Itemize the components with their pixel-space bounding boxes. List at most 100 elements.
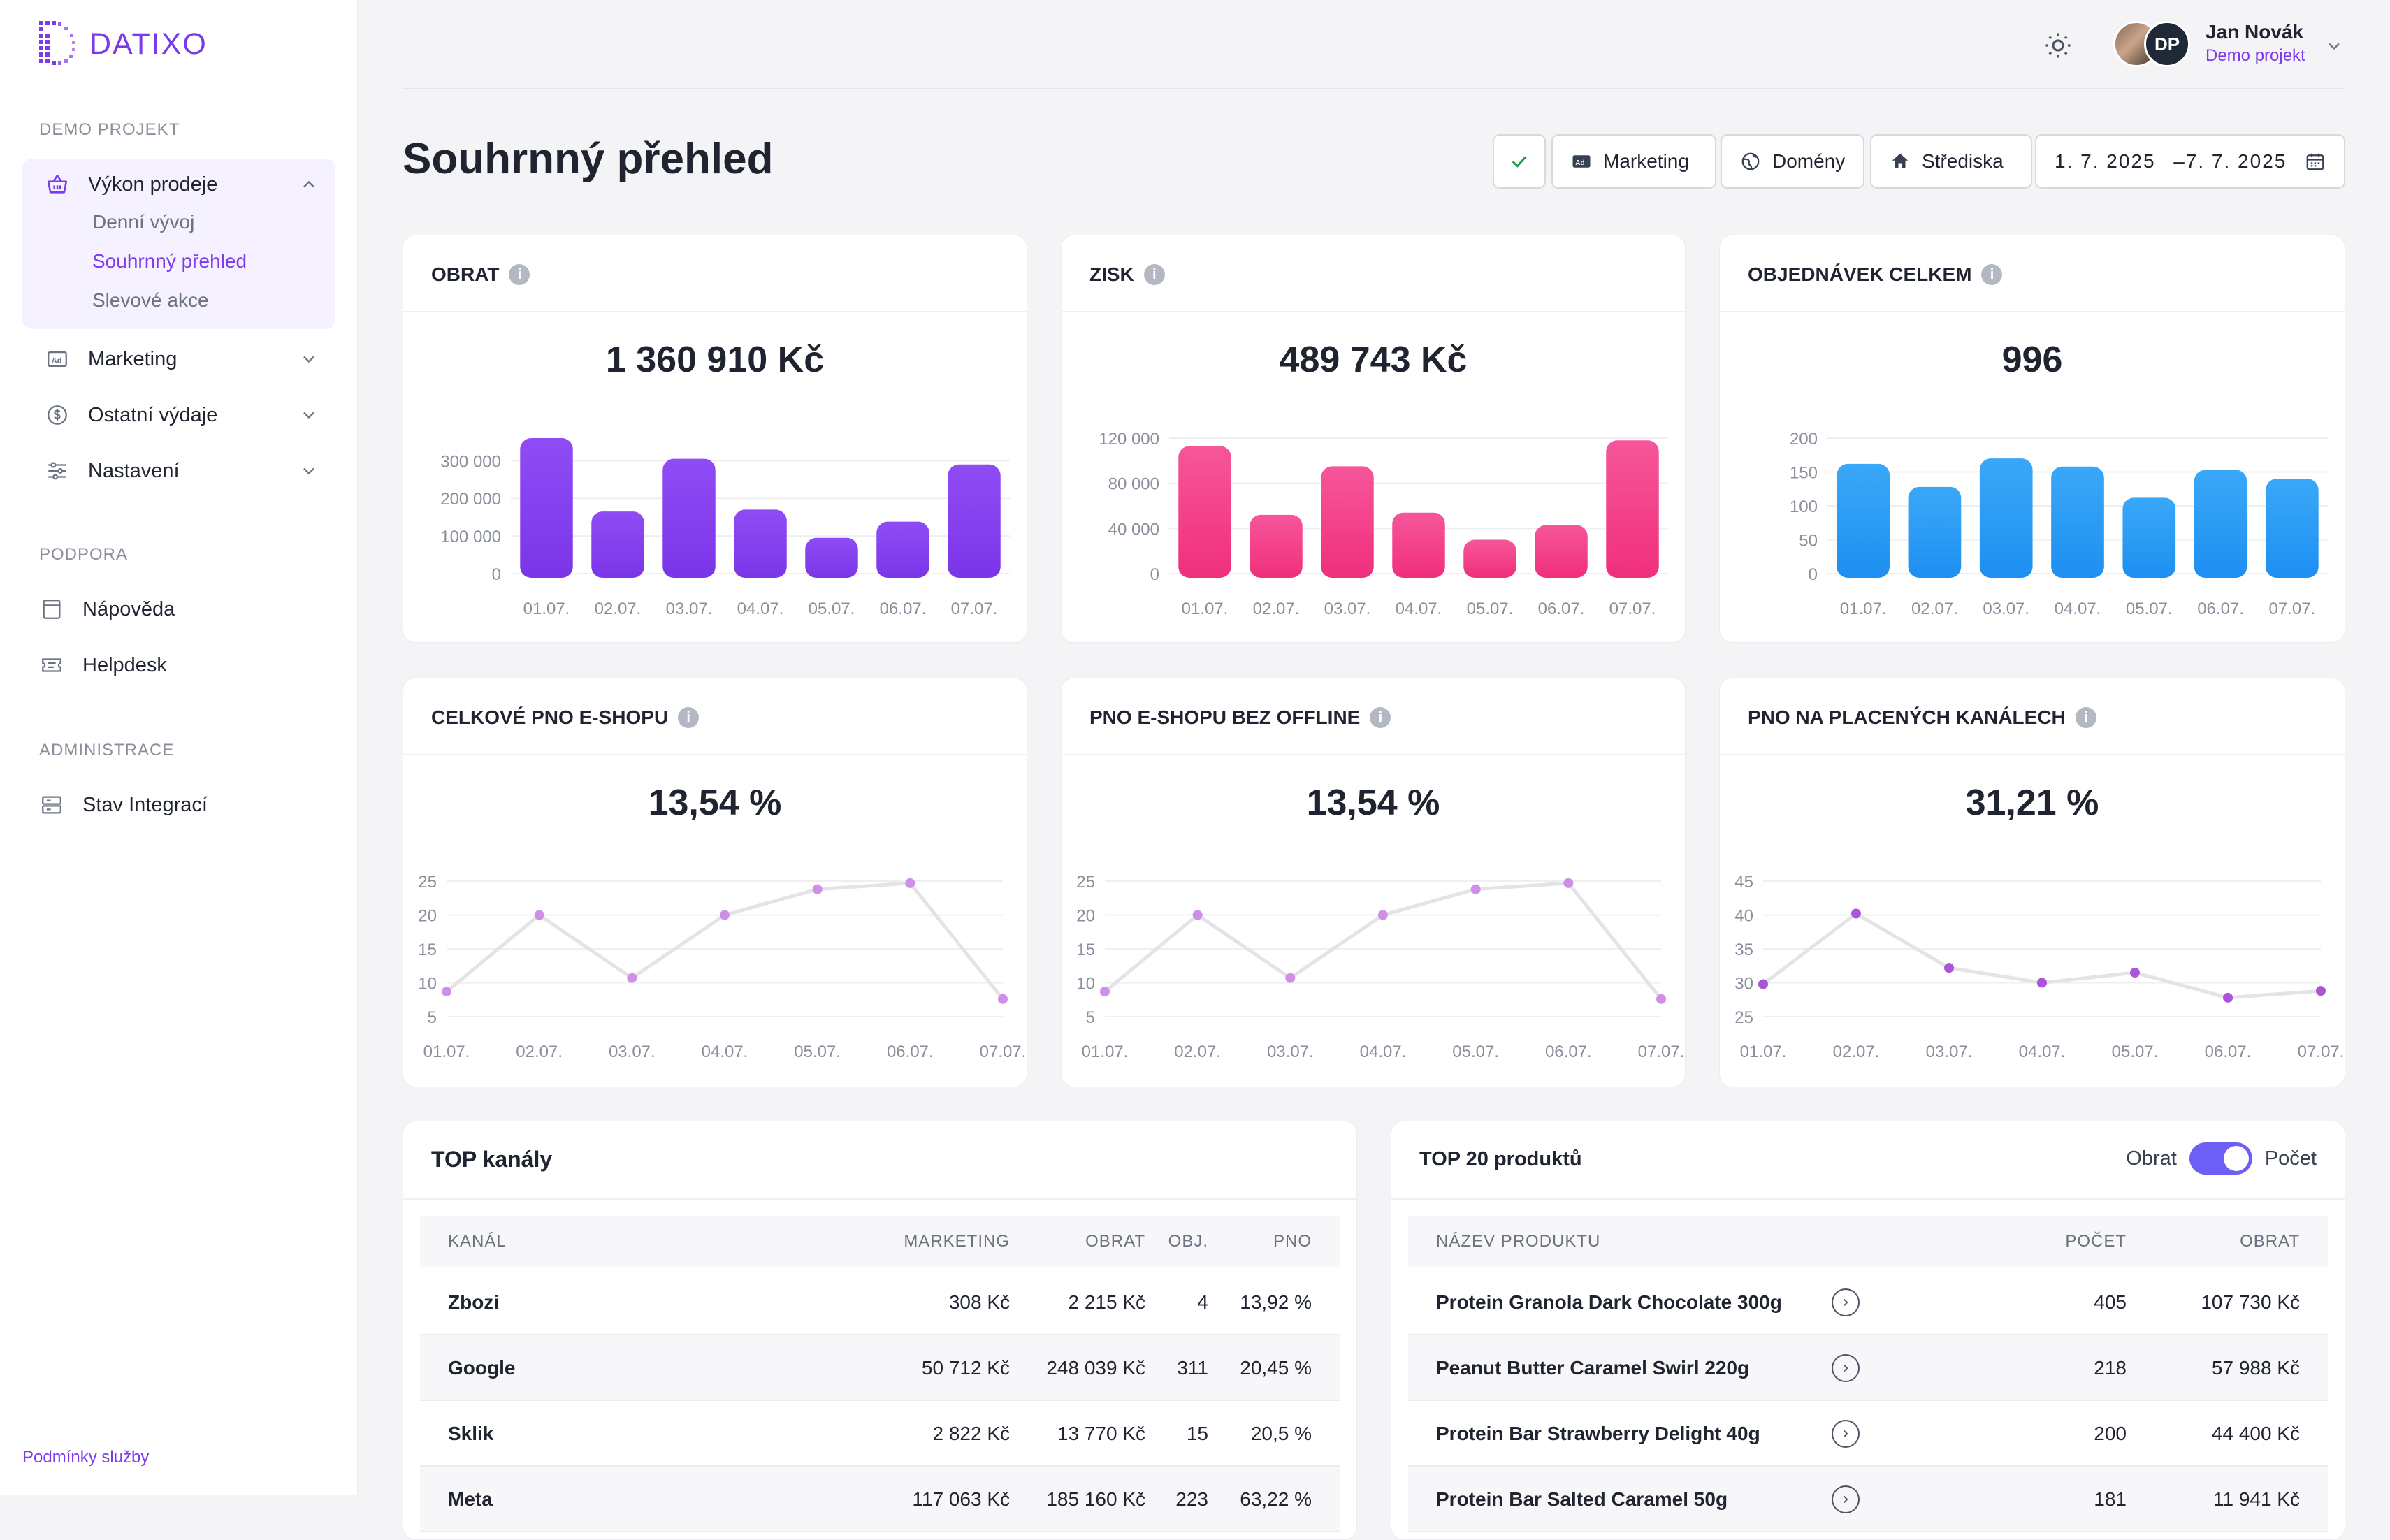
bar[interactable] (2051, 466, 2104, 578)
bar[interactable] (1250, 514, 1303, 578)
bar[interactable] (734, 509, 787, 578)
column-header[interactable]: PNO (1273, 1232, 1312, 1251)
bar[interactable] (1392, 512, 1445, 578)
date-range-picker[interactable]: 1. 7. 2025 –7. 7. 2025 (2035, 134, 2345, 189)
bar[interactable] (876, 521, 929, 578)
chevron-up-icon[interactable] (299, 175, 319, 194)
info-icon[interactable]: i (678, 707, 700, 728)
bar[interactable] (1979, 458, 2033, 578)
table-row[interactable]: Protein Bar Strawberry Delight 40g 200 4… (1408, 1401, 2328, 1467)
data-point[interactable] (2037, 978, 2047, 988)
marketing-filter-button[interactable]: Ad Marketing (1551, 134, 1716, 189)
bar[interactable] (2122, 497, 2176, 578)
data-point[interactable] (2130, 967, 2140, 978)
confirm-filter-button[interactable] (1493, 134, 1546, 189)
data-point[interactable] (442, 987, 451, 997)
sidebar-item-marketing[interactable]: Ad Marketing (22, 337, 335, 382)
data-point[interactable] (2316, 986, 2326, 996)
user-name[interactable]: Jan Novák (2206, 21, 2304, 43)
table-row[interactable]: Sklik 2 822 Kč 13 770 Kč 15 20,5 % (420, 1401, 1340, 1467)
toggle-label-left[interactable]: Obrat (2126, 1147, 2177, 1170)
data-point[interactable] (998, 994, 1008, 1004)
chevron-down-icon[interactable] (299, 461, 319, 481)
sidebar-item-sales[interactable]: Výkon prodeje (22, 162, 335, 207)
table-row[interactable]: Protein Bar Salted Caramel 50g 181 11 94… (1408, 1467, 2328, 1532)
chevron-down-icon[interactable] (2324, 36, 2344, 56)
table-row[interactable]: Google 50 712 Kč 248 039 Kč 311 20,45 % (420, 1335, 1340, 1401)
column-header[interactable]: NÁZEV PRODUKTU (1436, 1232, 1601, 1251)
data-point[interactable] (2223, 992, 2233, 1003)
sidebar-item-settings[interactable]: Nastavení (22, 449, 335, 493)
data-point[interactable] (1470, 884, 1481, 894)
sidebar-item-other-costs[interactable]: Ostatní výdaje (22, 393, 335, 437)
chevron-right-circle-icon[interactable] (1832, 1354, 1860, 1382)
info-icon[interactable]: i (1370, 707, 1391, 728)
table-row[interactable]: Protein Granola Dark Chocolate 300g 405 … (1408, 1270, 2328, 1335)
column-header[interactable]: MARKETING (904, 1232, 1010, 1251)
metric-switch[interactable] (2189, 1142, 2252, 1175)
bar[interactable] (2266, 479, 2319, 578)
toggle-label-right[interactable]: Počet (2264, 1147, 2317, 1170)
chevron-down-icon[interactable] (299, 349, 319, 369)
bar[interactable] (520, 438, 573, 578)
bar[interactable] (1908, 486, 1962, 578)
bar[interactable] (1837, 463, 1890, 578)
column-header[interactable]: POČET (2065, 1232, 2127, 1251)
data-point[interactable] (1563, 878, 1574, 888)
chevron-right-circle-icon[interactable] (1832, 1485, 1860, 1513)
sidebar-item-help[interactable]: Nápověda (22, 587, 335, 632)
data-point[interactable] (812, 884, 823, 894)
domains-filter-button[interactable]: Domény (1721, 134, 1864, 189)
x-tick-label: 02.07. (595, 600, 642, 618)
brand-logo[interactable]: DATIXO (39, 21, 208, 67)
column-header[interactable]: KANÁL (448, 1232, 507, 1251)
column-header[interactable]: OBRAT (2240, 1232, 2300, 1251)
user-avatars[interactable]: DP (2113, 21, 2196, 68)
info-icon[interactable]: i (509, 264, 530, 285)
chevron-down-icon[interactable] (299, 405, 319, 425)
sidebar-sub-daily[interactable]: Denní vývoj (92, 211, 195, 233)
revenue: 13 770 Kč (1057, 1423, 1145, 1444)
bar[interactable] (1463, 539, 1516, 579)
bar[interactable] (2194, 470, 2247, 578)
info-icon[interactable]: i (1981, 264, 2003, 285)
bar[interactable] (805, 537, 858, 578)
info-icon[interactable]: i (1143, 264, 1165, 285)
bar[interactable] (948, 464, 1001, 578)
bar[interactable] (591, 511, 644, 578)
data-point[interactable] (1656, 994, 1666, 1004)
data-point[interactable] (720, 910, 730, 920)
table-row[interactable]: Peanut Butter Caramel Swirl 220g 218 57 … (1408, 1335, 2328, 1401)
table-row[interactable]: Meta 117 063 Kč 185 160 Kč 223 63,22 % (420, 1467, 1340, 1532)
data-point[interactable] (1758, 979, 1768, 989)
data-point[interactable] (1378, 910, 1388, 920)
data-point[interactable] (1944, 963, 1954, 973)
data-point[interactable] (1851, 908, 1861, 919)
sidebar-sub-discounts[interactable]: Slevové akce (92, 289, 209, 311)
data-point[interactable] (627, 973, 637, 983)
column-header[interactable]: OBRAT (1085, 1232, 1145, 1251)
bar[interactable] (1535, 525, 1588, 578)
data-point[interactable] (1192, 910, 1203, 920)
sidebar-item-helpdesk[interactable]: Helpdesk (22, 643, 335, 688)
chevron-right-circle-icon[interactable] (1832, 1420, 1860, 1448)
table-row[interactable]: Zbozi 308 Kč 2 215 Kč 4 13,92 % (420, 1270, 1340, 1335)
chevron-right-circle-icon[interactable] (1832, 1288, 1860, 1316)
data-point[interactable] (1100, 987, 1110, 997)
data-point[interactable] (534, 910, 544, 920)
user-project[interactable]: Demo projekt (2206, 46, 2305, 65)
x-tick-label: 03.07. (666, 600, 713, 618)
terms-link[interactable]: Podmínky služby (22, 1448, 150, 1467)
sidebar-sub-summary[interactable]: Souhrnný přehled (92, 250, 247, 272)
data-point[interactable] (905, 878, 915, 888)
bar[interactable] (1178, 446, 1231, 578)
sidebar-item-integrations[interactable]: Stav Integrací (22, 783, 335, 827)
bar[interactable] (1321, 466, 1374, 578)
data-point[interactable] (1285, 973, 1296, 983)
info-icon[interactable]: i (2075, 707, 2096, 728)
centers-filter-button[interactable]: Střediska (1870, 134, 2032, 189)
bar[interactable] (1606, 440, 1659, 578)
bar[interactable] (662, 458, 716, 578)
column-header[interactable]: OBJ. (1168, 1232, 1208, 1251)
sun-icon[interactable] (2043, 31, 2073, 60)
